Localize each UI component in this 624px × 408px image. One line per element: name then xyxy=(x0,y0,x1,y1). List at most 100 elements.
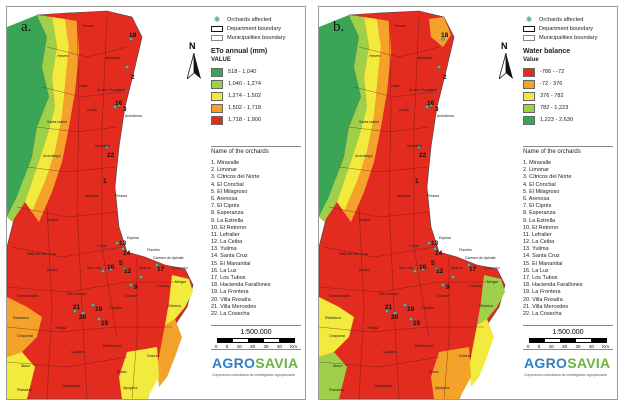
svg-text:10: 10 xyxy=(107,264,115,271)
svg-text:Planadas: Planadas xyxy=(329,388,344,392)
orchard-item: 3. Cítricos del Norte xyxy=(523,174,572,181)
orchard-item: 8. Esperanza xyxy=(211,210,244,217)
svg-text:Dolores: Dolores xyxy=(459,354,472,358)
orchard-item: 19. La Frontera xyxy=(523,289,561,296)
class-swatch xyxy=(523,79,535,89)
orchard-item: 10. El Retorno xyxy=(211,224,247,231)
svg-text:Villarrica: Villarrica xyxy=(479,304,493,308)
orchard-item: 9. La Estrella xyxy=(211,217,244,224)
svg-text:San Antonio: San Antonio xyxy=(67,292,86,296)
svg-text:Purificación: Purificación xyxy=(415,344,434,348)
map-b-svg: 18 2 16 3 22 1 13 14 5 12 10 9 17 21 19 … xyxy=(319,7,519,399)
svg-text:Rovira: Rovira xyxy=(359,268,369,272)
scale-tick: 10 xyxy=(236,344,242,349)
panel-label-a: a. xyxy=(21,19,32,35)
scale-tick: 40 xyxy=(588,344,594,349)
svg-text:3: 3 xyxy=(123,106,127,113)
scale-tick: 5 xyxy=(537,344,541,349)
class-swatch xyxy=(211,79,223,89)
svg-text:Rioblanco: Rioblanco xyxy=(13,316,29,320)
svg-text:Coello: Coello xyxy=(409,244,419,248)
orchard-item: 12. La Ceiba xyxy=(523,239,555,246)
svg-text:Prado: Prado xyxy=(429,370,439,374)
north-arrow-icon xyxy=(499,53,513,79)
scale-unit: Km xyxy=(602,344,609,349)
orchard-item: 17. Los Tubos xyxy=(523,275,558,281)
class-range: 376 - 782 xyxy=(540,93,564,99)
svg-text:Suárez: Suárez xyxy=(139,266,151,270)
svg-text:Herveo: Herveo xyxy=(57,54,69,58)
svg-text:San Luis: San Luis xyxy=(399,266,413,270)
svg-text:21: 21 xyxy=(73,304,81,311)
svg-text:Ortega: Ortega xyxy=(55,326,66,330)
orchard-item: 3. Cítricos del Norte xyxy=(211,174,260,181)
svg-text:Fresno: Fresno xyxy=(83,24,94,28)
orchard-item: 7. El Ciprés xyxy=(523,203,552,210)
orchard-marker-icon: ✱ xyxy=(213,14,221,24)
svg-text:16: 16 xyxy=(427,100,435,107)
agrosavia-logo: AGROSAVIA xyxy=(524,355,611,371)
orchard-list-a: Name of the orchards 1. Miravalle 2. Lim… xyxy=(211,149,301,318)
class-range: 1,223 - 2,630 xyxy=(540,117,573,123)
orchard-item: 22. La Cosecha xyxy=(211,310,250,317)
orchard-item: 9. La Estrella xyxy=(523,217,556,224)
svg-text:3: 3 xyxy=(435,106,439,113)
svg-text:13: 13 xyxy=(119,240,127,247)
svg-text:Ataco: Ataco xyxy=(21,364,30,368)
orchard-item: 2. Limonar xyxy=(211,167,237,174)
svg-text:13: 13 xyxy=(431,240,439,247)
legend-department-label: Department boundary xyxy=(227,25,282,32)
north-label: N xyxy=(189,41,196,51)
orchard-item: 18. Hacienda Farallones xyxy=(211,282,271,289)
svg-text:San Antonio: San Antonio xyxy=(379,292,398,296)
orchard-item: 5. El Milagroso xyxy=(211,188,248,195)
orchard-item: 8. Esperanza xyxy=(523,210,556,217)
orchard-item: 4. El Conchal xyxy=(523,181,556,188)
svg-text:Carmen de Apicalá: Carmen de Apicalá xyxy=(465,256,495,260)
class-range: -786 - -72 xyxy=(540,69,565,75)
svg-text:Lérida: Lérida xyxy=(87,108,97,112)
municipality-boundary-symbol xyxy=(523,34,535,41)
svg-text:5: 5 xyxy=(119,260,123,267)
map-b: 18 2 16 3 22 1 13 14 5 12 10 9 17 21 19 … xyxy=(319,7,519,399)
scale-tick: 0 xyxy=(215,344,218,349)
class-range: 1,718 - 1,900 xyxy=(228,117,261,123)
variable-title-b: Water balance xyxy=(523,48,571,55)
scale-tick: 40 xyxy=(276,344,282,349)
orchard-item: 6. Arenosa xyxy=(211,195,238,202)
map-panel-a: 18 2 16 3 22 1 13 14 5 12 10 9 17 21 19 … xyxy=(6,6,306,400)
svg-text:Anzoátegui: Anzoátegui xyxy=(43,154,61,158)
svg-text:Guamo: Guamo xyxy=(125,294,137,298)
svg-text:Piedras: Piedras xyxy=(427,194,439,198)
svg-text:Falan: Falan xyxy=(391,84,400,88)
orchard-item: 10. El Retorno xyxy=(523,224,559,231)
orchard-item: 4. El Conchal xyxy=(211,181,244,188)
orchard-item: 11. Lefralier xyxy=(211,231,240,238)
scale-tick: 30 xyxy=(263,344,269,349)
svg-text:9: 9 xyxy=(134,284,138,291)
svg-text:14: 14 xyxy=(123,250,131,257)
north-label: N xyxy=(501,41,508,51)
legend-b: ✱ Orchards affected Department boundary M… xyxy=(523,15,615,126)
orchard-item: 20. Villa Rosalía xyxy=(211,296,251,303)
orchard-marker-icon: ✱ xyxy=(525,14,533,24)
svg-text:Alvarado: Alvarado xyxy=(85,194,99,198)
scale-ratio: 1:500.000 xyxy=(240,329,272,336)
svg-text:Melgar: Melgar xyxy=(487,280,499,284)
variable-title-a: ETo annual (mm) xyxy=(211,48,268,55)
orchard-item: 21. Villa Mercedes xyxy=(211,303,257,310)
north-arrow-a: N xyxy=(185,41,203,81)
svg-text:Ibagué: Ibagué xyxy=(47,218,58,222)
svg-text:Falan: Falan xyxy=(79,84,88,88)
svg-text:Ambalema: Ambalema xyxy=(125,114,142,118)
svg-text:Ortega: Ortega xyxy=(367,326,378,330)
department-boundary-symbol xyxy=(211,25,223,32)
svg-text:Espinal: Espinal xyxy=(127,236,139,240)
svg-text:Ibagué: Ibagué xyxy=(359,218,370,222)
orchard-item: 16. La Luz xyxy=(523,267,549,274)
north-arrow-icon xyxy=(187,53,201,79)
svg-text:Armero Guayabal: Armero Guayabal xyxy=(97,88,125,92)
class-range: 518 - 1,040 xyxy=(228,69,257,75)
scale-tick: 5 xyxy=(225,344,229,349)
svg-text:Carmen de Apicalá: Carmen de Apicalá xyxy=(153,256,183,260)
